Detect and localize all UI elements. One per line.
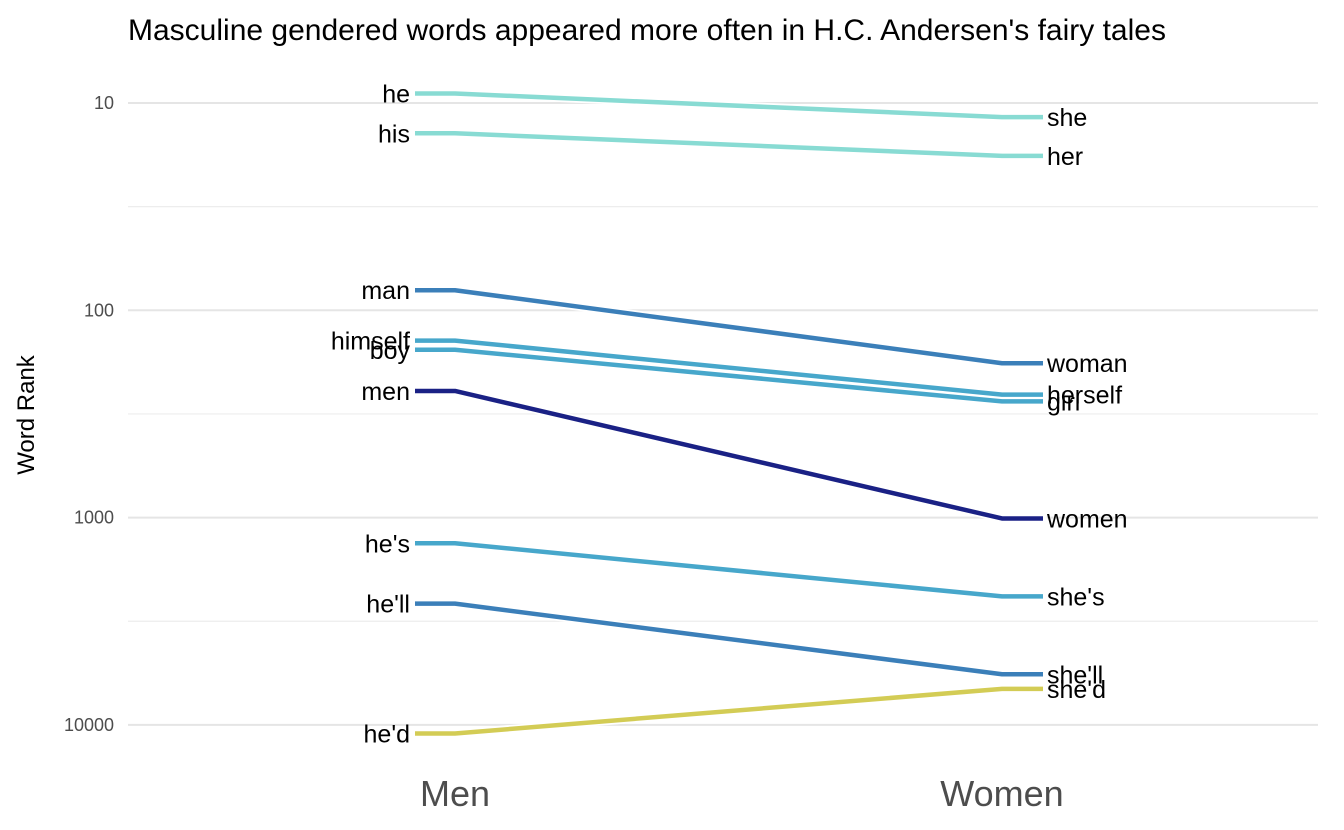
series-line-he [415,91,1043,120]
series-lines [411,89,1047,738]
label-women-woman: woman [1046,350,1128,378]
label-men-he: he [382,81,410,109]
label-men-his: his [378,120,410,148]
label-women-she'd: she'd [1047,676,1106,704]
label-men-he'll: he'll [366,591,410,619]
series-line-boy [415,347,1043,404]
series-line-he'd [415,686,1043,736]
series-line-his [415,131,1043,159]
y-tick-label: 10000 [64,715,114,735]
y-tick-label: 100 [84,300,114,320]
series-line-he's [415,541,1043,599]
x-tick-labels: Men Women [420,773,1064,814]
y-tick-label: 10 [94,93,114,113]
y-tick-labels: 10 100 1000 10000 [64,93,114,735]
series-line-he'll [415,601,1043,677]
label-men-boy: boy [370,337,411,365]
word-labels: he she his her man woman himself herself boy girl… [331,81,1128,749]
label-men-he'd: he'd [364,720,410,748]
label-men-himself: himself [331,328,410,356]
y-axis-label: Word Rank [13,354,40,475]
chart-title: Masculine gendered words appeared more o… [128,14,1166,47]
series-line-himself [415,338,1043,397]
label-men-he's: he's [365,530,410,558]
label-men-man: man [361,277,410,305]
x-tick-label-men: Men [420,773,490,814]
x-tick-label-women: Women [940,773,1063,814]
label-women-she: she [1047,104,1087,132]
label-women-she'll: she'll [1047,661,1103,689]
label-women-herself: herself [1047,382,1122,410]
y-tick-label: 1000 [74,508,114,528]
series-line-men [415,388,1043,521]
label-women-women: women [1046,505,1128,533]
label-women-her: her [1047,143,1083,171]
label-men-men: men [361,378,410,406]
grid [128,102,1318,726]
label-women-girl: girl [1047,388,1080,416]
series-line-man [415,287,1043,366]
label-women-she's: she's [1047,583,1105,611]
